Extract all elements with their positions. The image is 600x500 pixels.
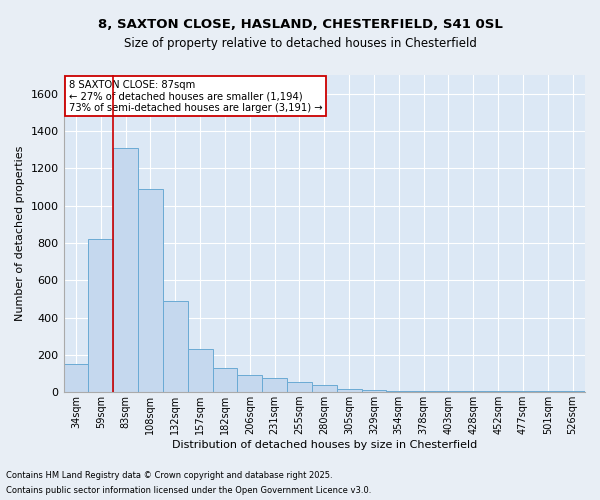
X-axis label: Distribution of detached houses by size in Chesterfield: Distribution of detached houses by size … <box>172 440 477 450</box>
Bar <box>312 384 337 392</box>
Bar <box>386 391 411 392</box>
Bar <box>163 300 188 392</box>
Bar <box>511 391 535 392</box>
Bar <box>88 239 113 392</box>
Bar <box>461 391 485 392</box>
Bar <box>113 148 138 392</box>
Bar <box>411 391 436 392</box>
Bar <box>138 189 163 392</box>
Text: Size of property relative to detached houses in Chesterfield: Size of property relative to detached ho… <box>124 38 476 51</box>
Bar <box>188 350 212 392</box>
Bar <box>212 368 238 392</box>
Bar <box>436 391 461 392</box>
Y-axis label: Number of detached properties: Number of detached properties <box>15 146 25 322</box>
Text: 8, SAXTON CLOSE, HASLAND, CHESTERFIELD, S41 0SL: 8, SAXTON CLOSE, HASLAND, CHESTERFIELD, … <box>98 18 502 30</box>
Bar <box>485 391 511 392</box>
Bar <box>238 376 262 392</box>
Text: 8 SAXTON CLOSE: 87sqm
← 27% of detached houses are smaller (1,194)
73% of semi-d: 8 SAXTON CLOSE: 87sqm ← 27% of detached … <box>69 80 322 113</box>
Text: Contains public sector information licensed under the Open Government Licence v3: Contains public sector information licen… <box>6 486 371 495</box>
Bar <box>337 390 362 392</box>
Bar <box>287 382 312 392</box>
Bar <box>362 390 386 392</box>
Bar <box>560 391 585 392</box>
Bar <box>64 364 88 392</box>
Text: Contains HM Land Registry data © Crown copyright and database right 2025.: Contains HM Land Registry data © Crown c… <box>6 471 332 480</box>
Bar <box>535 391 560 392</box>
Bar <box>262 378 287 392</box>
